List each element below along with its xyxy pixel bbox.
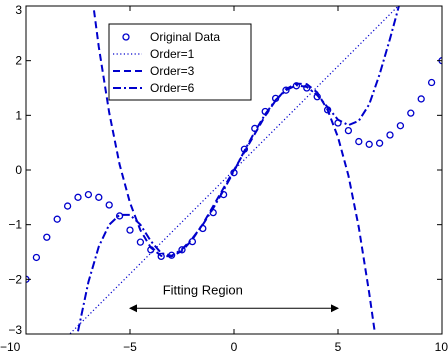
legend-label-original-data: Original Data	[150, 30, 220, 44]
data-point	[32, 253, 41, 262]
legend: Original Data Order=1 Order=3 Order=6	[108, 23, 252, 101]
y-tick-label: −3	[8, 323, 22, 337]
annotation-layer: Fitting Region	[129, 283, 339, 313]
x-tick-label: 10	[435, 340, 448, 354]
data-point	[74, 193, 82, 201]
x-tick-label: 5	[335, 340, 342, 354]
y-tick-label: 2	[15, 54, 22, 68]
series-line-order-3	[92, 6, 377, 334]
legend-label-order-6: Order=6	[150, 81, 195, 95]
data-point	[136, 238, 145, 246]
data-point	[427, 78, 436, 87]
y-tick-label: 0	[15, 163, 22, 177]
fitting-region-label: Fitting Region	[163, 283, 243, 298]
data-point	[375, 139, 384, 147]
data-point	[115, 212, 124, 220]
data-point	[43, 233, 51, 241]
data-point	[53, 215, 61, 223]
legend-label-order-3: Order=3	[150, 64, 195, 78]
data-point	[407, 109, 415, 117]
data-point	[105, 201, 113, 209]
data-point	[157, 252, 165, 261]
y-tick-label: −1	[8, 218, 22, 232]
series-layer	[26, 6, 442, 334]
data-point	[417, 95, 425, 103]
data-point	[396, 122, 405, 130]
y-tick-label: −2	[8, 272, 22, 286]
x-tick-label: −10	[0, 340, 21, 354]
data-point	[95, 193, 103, 201]
data-point	[344, 126, 353, 135]
x-tick-label: −5	[123, 340, 137, 354]
data-point	[178, 246, 186, 254]
data-point	[84, 190, 93, 199]
y-tick-label: 1	[15, 108, 22, 122]
data-point	[355, 137, 363, 146]
legend-marker-original-data	[122, 33, 130, 41]
data-point	[63, 202, 72, 210]
x-tick-label: 0	[231, 340, 238, 354]
data-point	[282, 86, 290, 94]
data-point	[126, 226, 134, 234]
data-point	[386, 131, 394, 139]
legend-label-order-1: Order=1	[150, 47, 195, 61]
series-line-order-6	[77, 6, 400, 332]
y-tick-label: 3	[15, 3, 22, 17]
data-point	[365, 140, 373, 148]
